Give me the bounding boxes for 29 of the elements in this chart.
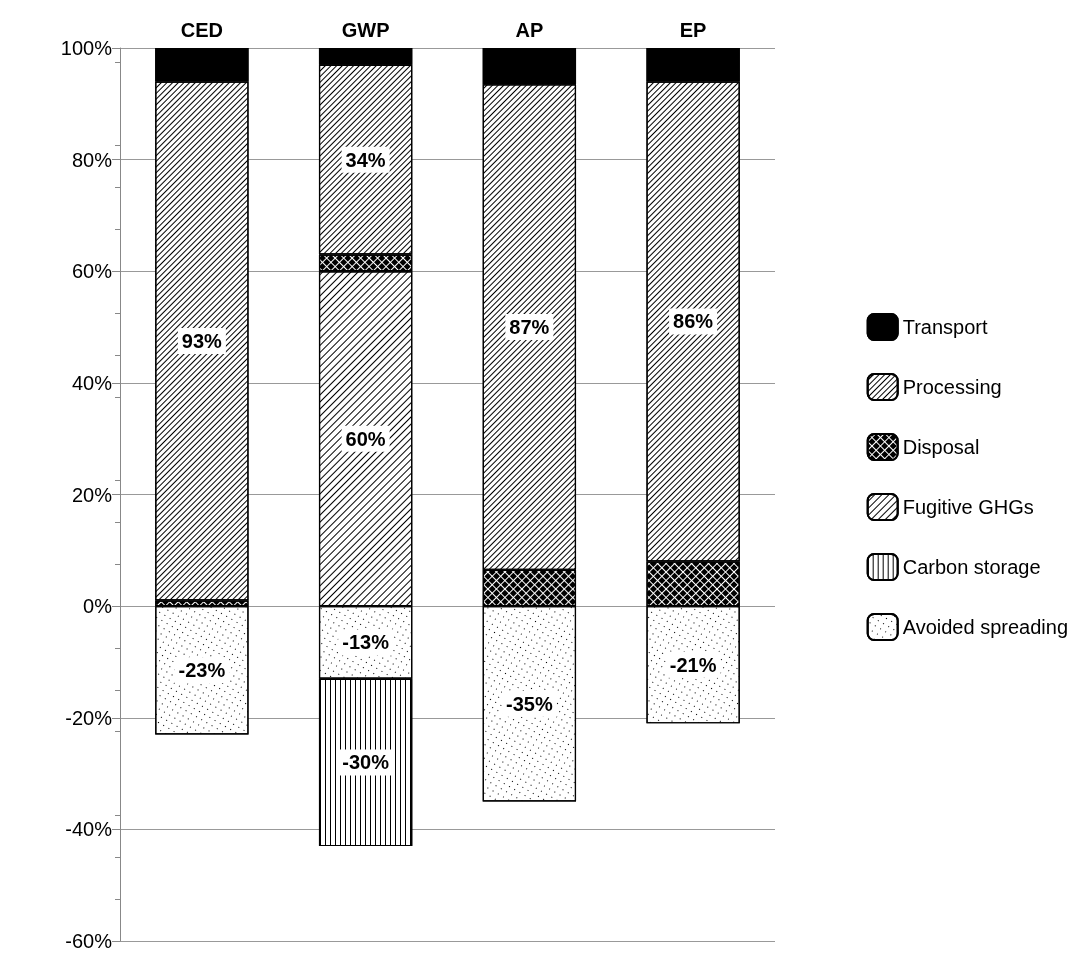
y-tick-label: 20%: [71, 483, 113, 506]
y-tick-label: -20%: [65, 706, 113, 729]
legend-label: Disposal: [902, 436, 980, 458]
x-tick-label: CED: [180, 19, 223, 41]
y-tick-label: 80%: [71, 148, 113, 171]
y-tick-label: -40%: [65, 818, 113, 841]
data-label: 60%: [345, 427, 386, 450]
legend-label: Transport: [902, 316, 988, 338]
legend-label: Processing: [902, 376, 1002, 398]
y-tick-label: 0%: [83, 595, 113, 618]
data-label: -13%: [342, 631, 390, 654]
legend-label: Avoided spreading: [902, 616, 1068, 638]
x-tick-label: AP: [515, 19, 544, 41]
legend-label: Carbon storage: [902, 556, 1041, 578]
y-tick-label: 100%: [60, 37, 113, 59]
y-tick-label: 40%: [71, 371, 113, 394]
data-label: -35%: [506, 692, 553, 715]
data-label: 86%: [673, 310, 714, 333]
data-label: 34%: [345, 148, 386, 171]
data-label: -30%: [342, 751, 390, 774]
y-tick-label: -60%: [65, 930, 113, 952]
x-tick-label: EP: [679, 19, 707, 41]
data-label: -23%: [178, 659, 226, 682]
y-tick-label: 60%: [71, 260, 113, 283]
legend-label: Fugitive GHGs: [902, 496, 1034, 518]
data-label: 87%: [509, 316, 550, 339]
data-label: -21%: [669, 653, 717, 676]
x-tick-label: GWP: [341, 19, 390, 41]
data-label: 93%: [181, 330, 223, 353]
